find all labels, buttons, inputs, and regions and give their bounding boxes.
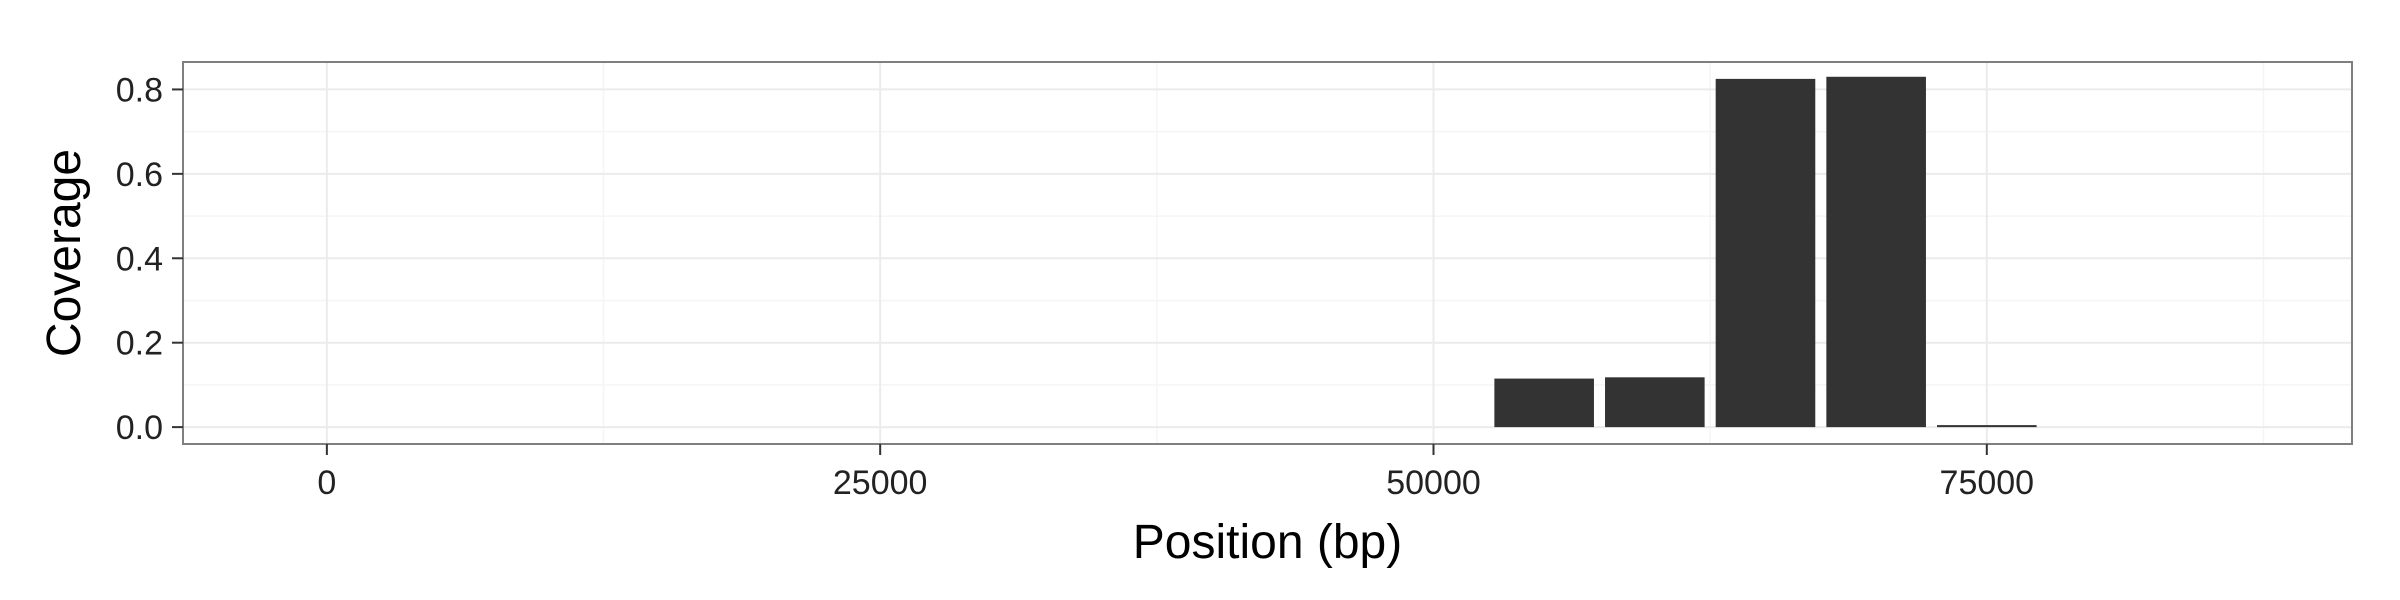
x-tick-label: 75000 bbox=[1940, 464, 2035, 502]
y-tick-label: 0.8 bbox=[116, 71, 163, 109]
bar-5 bbox=[1937, 425, 2037, 428]
plot-panel-border bbox=[182, 61, 2353, 445]
bar-3 bbox=[1715, 78, 1816, 428]
axes: 0 25000 50000 75000 0.0 0.2 0.4 0.6 0.8 bbox=[116, 71, 2034, 502]
bars bbox=[1494, 76, 2037, 428]
x-axis-title: Position (bp) bbox=[1133, 516, 1402, 569]
bar-2 bbox=[1605, 377, 1705, 428]
y-tick-label: 0.0 bbox=[116, 409, 163, 447]
x-tick-label: 0 bbox=[317, 464, 336, 502]
x-tick-label: 50000 bbox=[1386, 464, 1481, 502]
bar-4 bbox=[1826, 76, 1926, 428]
bar-1 bbox=[1494, 378, 1594, 428]
y-tick-label: 0.6 bbox=[116, 156, 163, 194]
y-tick-label: 0.2 bbox=[116, 325, 163, 363]
y-tick-label: 0.4 bbox=[116, 240, 163, 278]
x-tick-label: 25000 bbox=[833, 464, 928, 502]
grid-lines bbox=[183, 62, 2352, 444]
y-axis-title: Coverage bbox=[38, 149, 91, 357]
